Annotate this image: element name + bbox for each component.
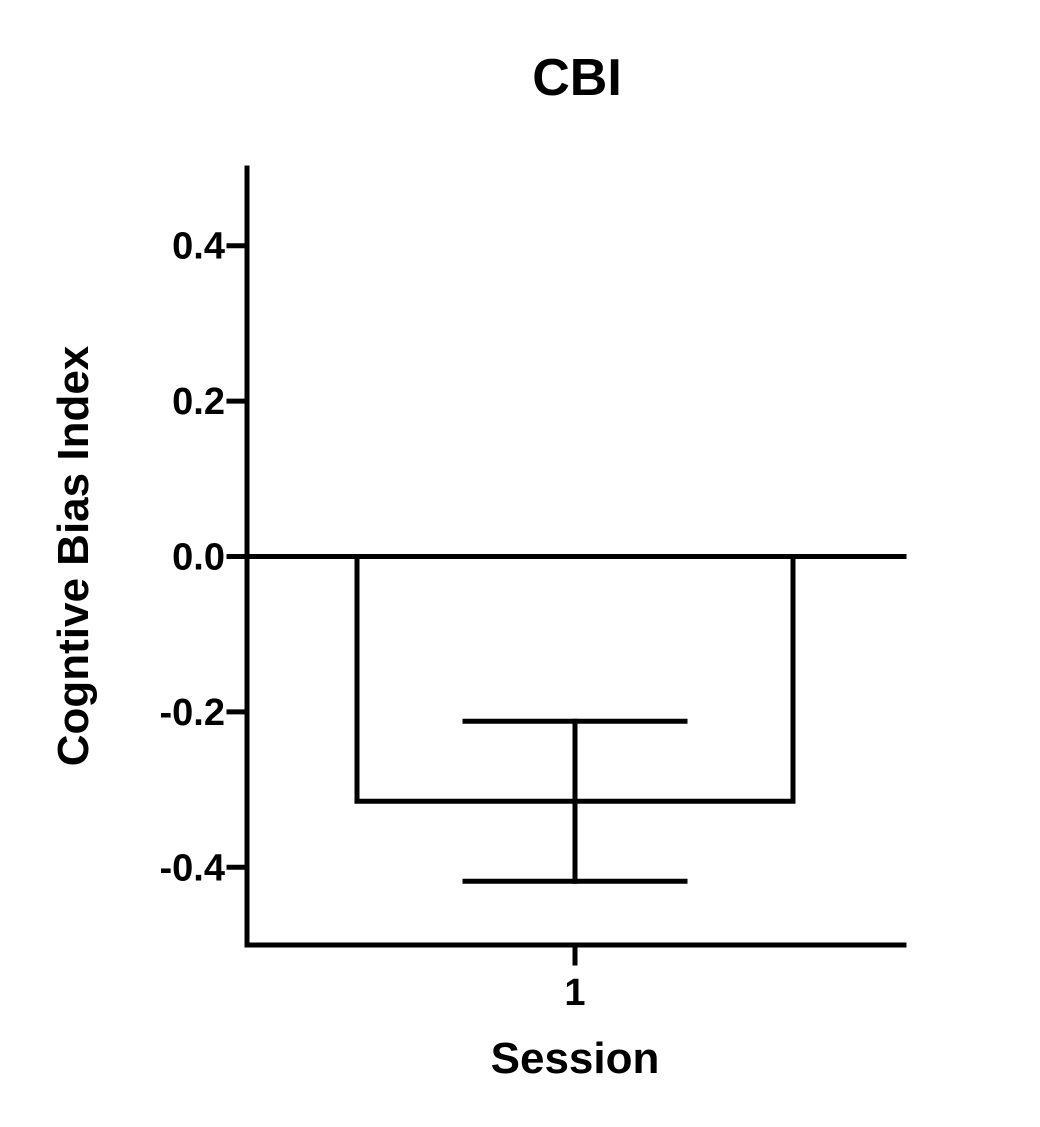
y-tick-label: 0.0	[172, 537, 225, 579]
y-axis-title: Cogntive Bias Index	[49, 345, 98, 766]
y-tick-label: 0.4	[172, 226, 225, 268]
plot-area: 0.4 0.2 0.0 -0.2 -0.4 1	[160, 165, 907, 1014]
chart-title: CBI	[532, 49, 622, 107]
x-axis-title: Session	[491, 1034, 660, 1083]
y-tick-label: 0.2	[172, 381, 225, 423]
y-tick-label: -0.2	[160, 692, 225, 734]
y-tick-label: -0.4	[160, 847, 225, 889]
x-tick-label: 1	[564, 972, 585, 1014]
